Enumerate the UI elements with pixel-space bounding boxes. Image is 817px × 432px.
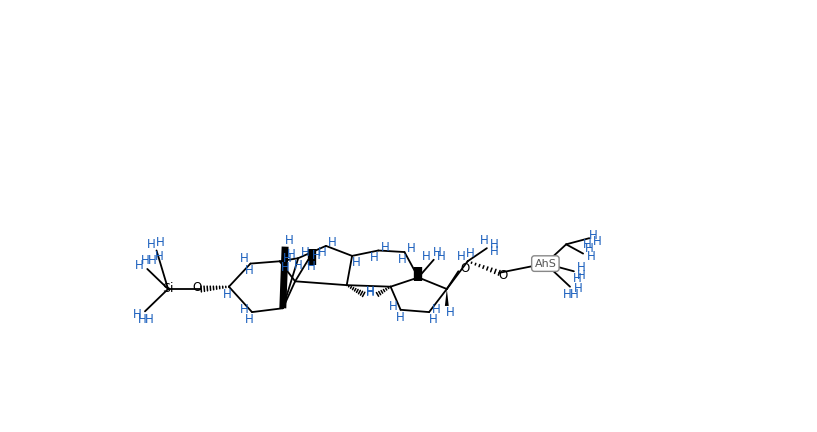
Text: H: H bbox=[244, 312, 253, 326]
Text: H: H bbox=[318, 246, 327, 259]
Text: H: H bbox=[407, 242, 416, 255]
Text: H: H bbox=[147, 238, 155, 251]
Text: H: H bbox=[396, 311, 405, 324]
Text: H: H bbox=[398, 253, 407, 266]
Text: H: H bbox=[351, 256, 360, 269]
Text: AhS: AhS bbox=[534, 259, 556, 269]
Text: H: H bbox=[446, 305, 455, 319]
Text: H: H bbox=[422, 250, 431, 263]
Text: H: H bbox=[240, 252, 248, 266]
Text: H: H bbox=[244, 264, 253, 277]
Text: H: H bbox=[430, 312, 438, 326]
Text: H: H bbox=[577, 269, 586, 282]
Text: O: O bbox=[460, 262, 469, 275]
Text: H: H bbox=[294, 259, 302, 273]
Text: H: H bbox=[154, 250, 163, 263]
Text: O: O bbox=[498, 270, 507, 283]
Text: H: H bbox=[432, 245, 441, 258]
Text: H: H bbox=[390, 300, 398, 313]
Text: H: H bbox=[467, 247, 475, 260]
Text: H: H bbox=[156, 236, 165, 249]
Text: H: H bbox=[141, 254, 150, 267]
Text: H: H bbox=[138, 313, 147, 326]
Text: H: H bbox=[381, 241, 390, 254]
Text: H: H bbox=[366, 286, 375, 299]
Text: H: H bbox=[569, 288, 578, 301]
Text: H: H bbox=[223, 288, 232, 301]
Text: H: H bbox=[133, 308, 141, 321]
Text: H: H bbox=[431, 302, 440, 315]
Text: H: H bbox=[589, 229, 597, 241]
Text: H: H bbox=[148, 254, 156, 267]
Text: H: H bbox=[585, 242, 594, 255]
Text: H: H bbox=[583, 238, 592, 251]
Text: H: H bbox=[587, 250, 595, 263]
Text: H: H bbox=[490, 245, 499, 258]
Text: O: O bbox=[193, 281, 202, 294]
Text: H: H bbox=[135, 259, 144, 272]
Text: H: H bbox=[285, 234, 294, 247]
Text: H: H bbox=[574, 282, 583, 295]
Text: H: H bbox=[480, 234, 489, 247]
Text: H: H bbox=[240, 302, 248, 315]
Text: H: H bbox=[573, 273, 582, 286]
Text: H: H bbox=[287, 248, 296, 261]
Text: H: H bbox=[301, 245, 310, 258]
Text: H: H bbox=[311, 249, 320, 262]
Text: H: H bbox=[366, 285, 375, 298]
Text: H: H bbox=[437, 250, 446, 263]
Polygon shape bbox=[445, 289, 449, 306]
Text: H: H bbox=[283, 252, 292, 265]
Text: H: H bbox=[328, 236, 337, 249]
Text: Si: Si bbox=[163, 283, 174, 295]
Text: H: H bbox=[145, 313, 154, 326]
Text: H: H bbox=[563, 288, 571, 301]
Text: H: H bbox=[281, 261, 289, 274]
Text: H: H bbox=[307, 260, 315, 273]
Text: H: H bbox=[370, 251, 379, 264]
Text: H: H bbox=[457, 250, 466, 263]
Text: H: H bbox=[489, 238, 498, 251]
Text: H: H bbox=[592, 235, 601, 248]
Text: H: H bbox=[577, 261, 586, 274]
